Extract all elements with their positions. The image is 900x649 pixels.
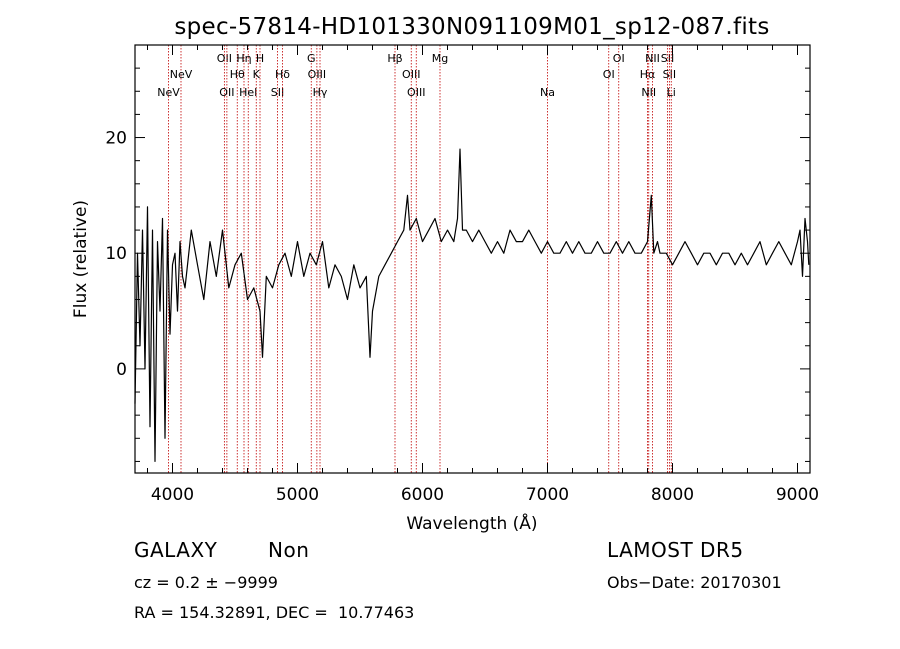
x-tick-label: 5000 — [276, 485, 319, 505]
x-tick-label: 7000 — [526, 485, 569, 505]
line-marker-label: OIII — [308, 68, 326, 81]
observation-date: Obs−Date: 20170301 — [607, 573, 782, 592]
y-axis-label: Flux (relative) — [71, 200, 91, 318]
spectrum-series — [134, 148, 810, 462]
x-axis-label: Wavelength (Å) — [406, 512, 537, 534]
y-tick-label: 0 — [116, 360, 127, 380]
line-marker-label: NeV — [157, 86, 180, 99]
ra-dec-coordinates: RA = 154.32891, DEC = 10.77463 — [134, 603, 415, 622]
line-marker-label: OIII — [402, 68, 420, 81]
line-marker-label: Hη — [236, 52, 251, 65]
line-marker-label: Mg — [432, 52, 448, 65]
object-class: GALAXY — [134, 538, 218, 562]
line-marker-label: NeV — [170, 68, 193, 81]
redshift-cz: cz = 0.2 ± −9999 — [134, 573, 278, 592]
emission-line-markers: NeVNeVOIIOIIHθHηHeIKHSIIHδGOIIIHγHβOIIIO… — [157, 45, 676, 473]
x-tick-label: 4000 — [151, 485, 194, 505]
line-marker-label: Hβ — [387, 52, 402, 65]
line-marker-label: NII — [641, 86, 656, 99]
line-marker-label: Hδ — [275, 68, 290, 81]
line-marker-label: HeI — [239, 86, 257, 99]
survey-name: LAMOST DR5 — [607, 538, 744, 562]
line-marker-label: Li — [667, 86, 676, 99]
chart-title: spec-57814-HD101330N091109M01_sp12-087.f… — [174, 14, 769, 40]
line-marker-label: SII — [663, 68, 676, 81]
line-marker-label: Hθ — [230, 68, 245, 81]
object-subclass: Non — [268, 538, 310, 562]
plot-frame — [134, 44, 811, 474]
y-tick-label: 20 — [105, 129, 127, 149]
x-tick-label: 6000 — [401, 485, 444, 505]
line-marker-label: OI — [603, 68, 615, 81]
spectrum-line — [134, 148, 810, 462]
y-axis: 0 10 20 — [105, 44, 810, 462]
x-tick-label: 8000 — [651, 485, 694, 505]
line-marker-label: NII — [645, 52, 660, 65]
line-marker-label: H — [256, 52, 264, 65]
x-axis: 4000 5000 6000 7000 8000 9000 — [147, 45, 819, 505]
line-marker-label: Na — [540, 86, 555, 99]
line-marker-label: K — [253, 68, 261, 81]
y-tick-label: 10 — [105, 244, 127, 264]
line-marker-label: OI — [613, 52, 625, 65]
line-marker-label: OIII — [407, 86, 425, 99]
line-marker-label: OII — [219, 86, 234, 99]
x-tick-label: 9000 — [776, 485, 819, 505]
line-marker-label: Hα — [640, 68, 656, 81]
line-marker-label: G — [307, 52, 316, 65]
line-marker-label: OII — [217, 52, 232, 65]
line-marker-label: Hγ — [313, 86, 328, 99]
line-marker-label: SII — [271, 86, 284, 99]
